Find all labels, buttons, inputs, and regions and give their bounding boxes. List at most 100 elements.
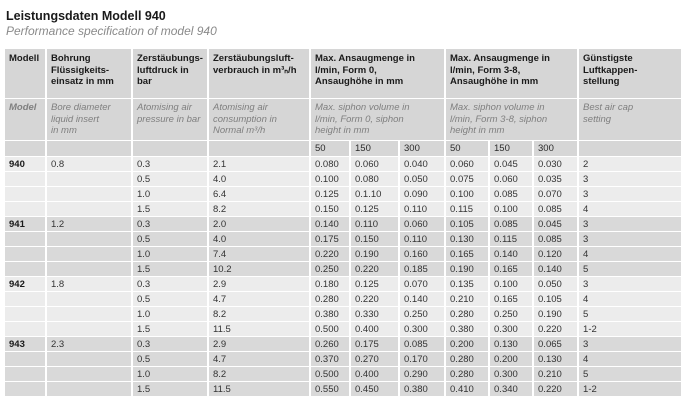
data-cell: 1-2: [579, 322, 682, 336]
data-cell: 1.5: [133, 322, 207, 336]
data-cell: 0.190: [446, 262, 489, 276]
data-cell: [47, 367, 131, 381]
data-cell: 0.120: [534, 247, 578, 261]
data-cell: 3: [579, 337, 682, 351]
data-cell: 11.5: [209, 322, 309, 336]
data-cell: [47, 232, 131, 246]
data-cell: 0.5: [133, 292, 207, 306]
data-cell: 0.085: [490, 217, 533, 231]
data-cell: 0.250: [490, 307, 533, 321]
table-body: 940 0.8 0.3 2.1 0.080 0.060 0.040 0.060 0.045 0.0…: [5, 157, 682, 396]
header-spacer: [579, 141, 682, 156]
siphon-height-label: 150: [490, 141, 533, 156]
header-siphon-form0-en: Max. siphon volume in l/min, Form 0, sip…: [311, 99, 445, 140]
data-cell: 0.1.10: [351, 187, 398, 201]
data-cell: 0.165: [490, 262, 533, 276]
model-cell: [5, 307, 45, 321]
data-cell: 0.035: [534, 172, 578, 186]
data-cell: 1.5: [133, 202, 207, 216]
page-title: Leistungsdaten Modell 940: [6, 9, 166, 23]
data-cell: 0.060: [351, 157, 398, 171]
data-cell: 6.4: [209, 187, 309, 201]
data-cell: [47, 292, 131, 306]
data-cell: 0.085: [534, 232, 578, 246]
model-cell: [5, 292, 45, 306]
data-cell: 0.100: [446, 187, 489, 201]
data-cell: 0.250: [311, 262, 349, 276]
model-cell: 941: [5, 217, 45, 231]
data-cell: 0.130: [534, 352, 578, 366]
header-spacer: [47, 141, 131, 156]
data-cell: 0.085: [400, 337, 445, 351]
data-cell: 0.250: [400, 307, 445, 321]
table-row: 941 1.2 0.3 2.0 0.140 0.110 0.060 0.105 0.085 0.0…: [5, 217, 682, 231]
siphon-height-label: 50: [446, 141, 489, 156]
data-cell: 0.150: [311, 202, 349, 216]
data-cell: 4.7: [209, 352, 309, 366]
data-cell: 0.220: [311, 247, 349, 261]
data-cell: 8.2: [209, 307, 309, 321]
data-cell: 4: [579, 352, 682, 366]
siphon-height-label: 150: [351, 141, 398, 156]
data-cell: 0.3: [133, 337, 207, 351]
header-siphon-form38-de: Max. Ansaugmenge in l/min, Form 3-8, Ans…: [446, 49, 578, 98]
header-bore-de: Bohrung Flüssigkeits- einsatz in mm: [47, 49, 131, 98]
data-cell: 1.8: [47, 277, 131, 291]
data-cell: 3: [579, 172, 682, 186]
data-cell: 8.2: [209, 202, 309, 216]
siphon-height-label: 300: [534, 141, 578, 156]
data-cell: 0.115: [490, 232, 533, 246]
data-cell: 0.190: [534, 307, 578, 321]
header-model-en: Model: [5, 99, 45, 140]
table-row: 1.0 7.4 0.220 0.190 0.160 0.165 0.140 0.120 4: [5, 247, 682, 261]
data-cell: 0.380: [400, 382, 445, 396]
data-cell: 0.8: [47, 157, 131, 171]
data-cell: 0.410: [446, 382, 489, 396]
data-cell: 3: [579, 232, 682, 246]
data-cell: 8.2: [209, 367, 309, 381]
data-cell: 0.070: [534, 187, 578, 201]
page-subtitle: Performance specification of model 940: [6, 24, 217, 38]
data-cell: 0.105: [534, 292, 578, 306]
data-cell: 0.110: [400, 202, 445, 216]
data-cell: 0.075: [446, 172, 489, 186]
model-cell: [5, 382, 45, 396]
model-cell: [5, 232, 45, 246]
performance-table: Modell Bohrung Flüssigkeits- einsatz in …: [3, 48, 683, 397]
data-cell: 5: [579, 367, 682, 381]
data-cell: 0.045: [534, 217, 578, 231]
data-cell: 0.135: [446, 277, 489, 291]
data-cell: 4: [579, 247, 682, 261]
data-cell: 0.030: [534, 157, 578, 171]
data-cell: 0.125: [351, 277, 398, 291]
data-cell: 10.2: [209, 262, 309, 276]
table-row: 1.0 8.2 0.500 0.400 0.290 0.280 0.300 0.210 5: [5, 367, 682, 381]
data-cell: [47, 307, 131, 321]
data-cell: 3: [579, 187, 682, 201]
table-row: 1.5 10.2 0.250 0.220 0.185 0.190 0.165 0.140 5: [5, 262, 682, 276]
data-cell: 0.140: [534, 262, 578, 276]
header-pressure-en: Atomising air pressure in bar: [133, 99, 207, 140]
data-cell: 2.0: [209, 217, 309, 231]
data-cell: 11.5: [209, 382, 309, 396]
data-cell: 0.050: [400, 172, 445, 186]
model-cell: 940: [5, 157, 45, 171]
header-row-siphon-heights: 50 150 300 50 150 300: [5, 141, 682, 156]
table-header: Modell Bohrung Flüssigkeits- einsatz in …: [5, 49, 682, 156]
data-cell: 0.175: [351, 337, 398, 351]
data-cell: 0.140: [400, 292, 445, 306]
header-spacer: [209, 141, 309, 156]
data-cell: 2.9: [209, 337, 309, 351]
data-cell: 0.060: [400, 217, 445, 231]
data-cell: 0.110: [400, 232, 445, 246]
data-cell: 4.7: [209, 292, 309, 306]
data-cell: 0.400: [351, 367, 398, 381]
header-row-german: Modell Bohrung Flüssigkeits- einsatz in …: [5, 49, 682, 98]
header-bore-en: Bore diameter liquid insert in mm: [47, 99, 131, 140]
header-siphon-form38-en: Max. siphon volume in l/min, Form 3-8, s…: [446, 99, 578, 140]
data-cell: 0.200: [446, 337, 489, 351]
data-cell: 0.080: [351, 172, 398, 186]
header-pressure-de: Zerstäubungs- luftdruck in bar: [133, 49, 207, 98]
data-cell: 0.160: [400, 247, 445, 261]
header-spacer: [5, 141, 45, 156]
